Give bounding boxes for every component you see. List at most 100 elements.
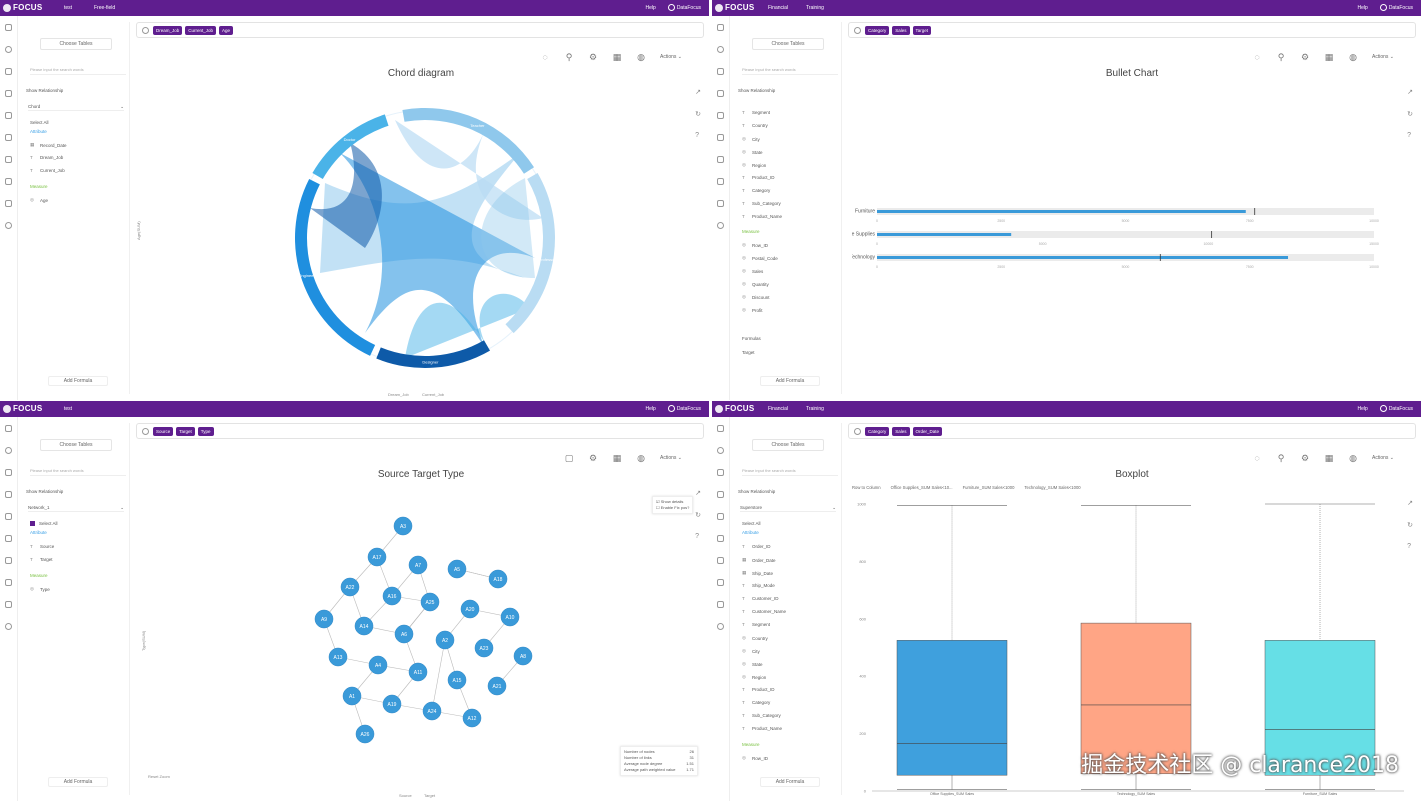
comment-icon[interactable]: ◌ [1254, 453, 1260, 463]
field-item[interactable]: ▦ Record_Date [30, 142, 124, 148]
field-item[interactable]: ◎ State [742, 661, 836, 667]
field-item[interactable]: ◎ City [742, 648, 836, 654]
network-node[interactable] [314, 609, 334, 629]
help-link[interactable]: Help [645, 4, 656, 11]
table-icon[interactable] [717, 112, 724, 119]
select-all-checkbox[interactable]: Select All [742, 521, 836, 526]
network-node[interactable] [340, 577, 360, 597]
legend-item[interactable]: Office Supplies_SUM Sales<10... [890, 485, 953, 490]
field-search-input[interactable]: Please input the search words [30, 66, 126, 75]
comment-icon[interactable]: ◌ [1254, 52, 1260, 62]
user-menu[interactable]: DataFocus [1379, 405, 1413, 412]
network-node[interactable] [355, 724, 375, 744]
chord-ribbon[interactable] [310, 143, 382, 248]
formula-item[interactable]: Target [742, 350, 836, 355]
user-menu[interactable]: DataFocus [667, 405, 701, 412]
choose-tables-button[interactable]: Choose Tables [752, 38, 824, 50]
choose-tables-button[interactable]: Choose Tables [40, 439, 112, 451]
chart-type-icon[interactable]: ◍ [1349, 453, 1357, 463]
settings-icon[interactable] [5, 623, 12, 630]
field-item[interactable]: T Segment [742, 622, 836, 627]
network-node[interactable] [382, 694, 402, 714]
show-relationship-toggle[interactable]: Show Relationship [26, 489, 64, 494]
select-all-checkbox[interactable]: Select All [30, 120, 124, 125]
field-item[interactable]: ◎ Sales [742, 268, 836, 274]
field-item[interactable]: T Sub_Category [742, 713, 836, 718]
network-node[interactable] [488, 569, 508, 589]
show-relationship-toggle[interactable]: Show Relationship [738, 489, 776, 494]
chart-icon[interactable] [5, 601, 12, 608]
user-menu[interactable]: DataFocus [667, 4, 701, 11]
trend-icon[interactable]: ↗ [695, 490, 701, 497]
chord-ribbon[interactable] [395, 120, 543, 220]
search-tag[interactable]: Age [219, 26, 234, 35]
field-item[interactable]: T Order_ID [742, 544, 836, 549]
search-tag[interactable]: Current_Job [185, 26, 217, 35]
tab-test[interactable]: test [64, 5, 73, 11]
search-icon[interactable] [717, 46, 724, 53]
network-node[interactable] [500, 607, 520, 627]
tab-training[interactable]: Training [806, 5, 824, 11]
choose-tables-button[interactable]: Choose Tables [752, 439, 824, 451]
settings-icon[interactable]: ⚙ [1300, 52, 1310, 62]
tab-financial[interactable]: Financial [768, 406, 789, 412]
home-icon[interactable] [717, 24, 724, 31]
box[interactable] [896, 640, 1008, 776]
field-item[interactable]: ◎ City [742, 136, 836, 142]
search-tag[interactable]: Source [153, 427, 174, 436]
network-node[interactable] [394, 624, 414, 644]
pin-icon[interactable]: ⚲ [1277, 52, 1285, 62]
bullet-bar[interactable] [877, 210, 1246, 213]
field-item[interactable]: ◎ Region [742, 674, 836, 680]
search-tag[interactable]: Sales [892, 427, 910, 436]
field-item[interactable]: ◎ Postal_Code [742, 255, 836, 261]
network-node[interactable] [513, 646, 533, 666]
field-item[interactable]: T Target [30, 557, 124, 562]
network-node[interactable] [328, 647, 348, 667]
home-icon[interactable] [717, 425, 724, 432]
search-bar[interactable]: Category Sales Order_Date [848, 423, 1416, 439]
comment-icon[interactable]: ◌ [542, 52, 548, 62]
box[interactable] [1264, 640, 1376, 776]
field-item[interactable]: T Customer_ID [742, 596, 836, 601]
settings-icon[interactable] [717, 222, 724, 229]
chord-arc[interactable] [505, 173, 555, 334]
user-admin-icon[interactable] [717, 178, 724, 185]
field-item[interactable]: T Product_Name [742, 214, 836, 219]
network-node[interactable] [462, 708, 482, 728]
tab-free-field[interactable]: Free-field [94, 5, 116, 11]
actions-menu[interactable]: Actions ⌄ [1372, 455, 1394, 461]
help-icon[interactable]: ? [1407, 132, 1412, 139]
data-icon[interactable] [717, 491, 724, 498]
show-relationship-toggle[interactable]: Show Relationship [738, 88, 776, 93]
legend-item[interactable]: Furniture_SUM Sales<1000 [962, 485, 1015, 490]
chord-arc[interactable] [402, 108, 535, 174]
chart-icon[interactable] [717, 200, 724, 207]
search-tag[interactable]: Target [176, 427, 195, 436]
settings-icon[interactable] [717, 623, 724, 630]
help-link[interactable]: Help [645, 405, 656, 412]
field-item[interactable]: T Product_Name [742, 726, 836, 731]
trend-icon[interactable]: ↗ [1407, 500, 1413, 507]
actions-menu[interactable]: Actions ⌄ [1372, 54, 1394, 60]
file-icon[interactable] [5, 156, 12, 163]
network-node[interactable] [342, 686, 362, 706]
refresh-icon[interactable]: ↻ [1407, 111, 1413, 118]
help-icon[interactable] [5, 469, 12, 476]
search-icon[interactable] [5, 447, 12, 454]
search-bar[interactable]: Category Sales Target [848, 22, 1416, 38]
pin-icon[interactable]: ⚲ [565, 52, 573, 62]
table-icon[interactable] [5, 112, 12, 119]
search-tag[interactable]: Sales [892, 26, 910, 35]
help-icon[interactable]: ? [695, 132, 700, 139]
field-item[interactable]: T Segment [742, 110, 836, 115]
field-item[interactable]: ◎ Row_ID [742, 242, 836, 248]
box[interactable] [1080, 622, 1192, 775]
pin-icon[interactable]: ⚲ [1277, 453, 1285, 463]
tab-training[interactable]: Training [806, 406, 824, 412]
user-admin-icon[interactable] [5, 178, 12, 185]
network-node[interactable] [368, 655, 388, 675]
chart-icon[interactable] [5, 200, 12, 207]
tab-test[interactable]: test [64, 406, 73, 412]
field-item[interactable]: ◎ Type [30, 586, 124, 592]
